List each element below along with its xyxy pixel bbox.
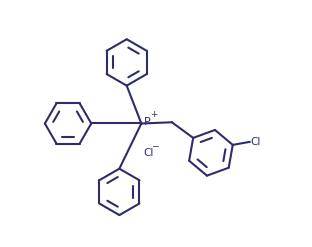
Text: Cl: Cl — [250, 137, 261, 147]
Text: Cl: Cl — [144, 148, 154, 158]
Text: −: − — [151, 141, 158, 150]
Text: P: P — [144, 117, 151, 127]
Text: +: + — [150, 110, 157, 119]
